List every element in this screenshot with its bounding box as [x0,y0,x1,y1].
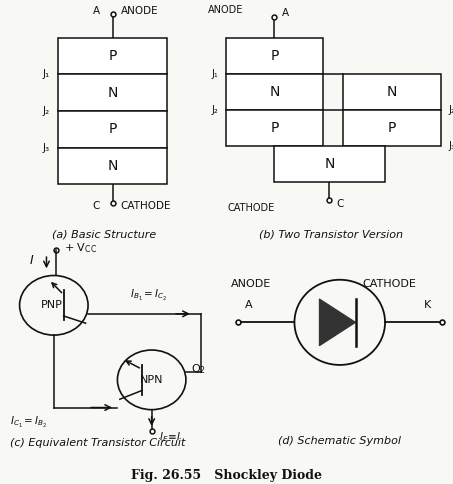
Text: CATHODE: CATHODE [228,203,275,213]
Text: N: N [387,85,397,99]
Text: NPN: NPN [140,375,164,385]
Text: ANODE: ANODE [231,279,271,289]
Text: I: I [30,254,34,267]
Text: A: A [282,8,289,18]
Text: J₂: J₂ [43,106,50,116]
Bar [226,38,323,74]
Text: J₁: J₁ [212,69,218,78]
Text: $I_E\!\equiv\! I$: $I_E\!\equiv\! I$ [159,430,181,444]
Text: CATHODE: CATHODE [121,201,171,212]
Text: P: P [270,48,279,62]
Text: K: K [424,300,431,310]
Text: N: N [107,86,118,100]
Text: A: A [93,6,100,16]
Text: (b) Two Transistor Version: (b) Two Transistor Version [259,230,403,240]
Text: (a) Basic Structure: (a) Basic Structure [52,230,156,240]
Bar [343,74,441,109]
Text: Fig. 26.55   Shockley Diode: Fig. 26.55 Shockley Diode [131,469,322,482]
Text: (d) Schematic Symbol: (d) Schematic Symbol [278,436,401,446]
Text: + V$_{\rm CC}$: + V$_{\rm CC}$ [63,241,96,255]
Text: N: N [269,85,280,99]
Text: C: C [337,198,344,209]
Bar [58,111,167,148]
Text: P: P [270,121,279,135]
Text: (c) Equivalent Transistor Circuit: (c) Equivalent Transistor Circuit [10,438,186,448]
Bar [58,38,167,74]
Text: PNP: PNP [40,300,63,310]
Text: A: A [245,300,252,310]
Text: J₂: J₂ [212,105,218,115]
Bar [343,109,441,146]
Text: P: P [108,49,117,63]
Text: C: C [93,201,100,212]
Text: N: N [107,159,118,173]
Text: CATHODE: CATHODE [362,279,416,289]
Text: J₁: J₁ [43,69,50,79]
Bar [226,74,323,109]
Polygon shape [319,299,356,346]
Bar [58,74,167,111]
Text: P: P [108,122,117,136]
Text: J₃: J₃ [448,140,453,151]
Text: ANODE: ANODE [208,5,244,15]
Text: J₃: J₃ [43,143,50,152]
Text: ANODE: ANODE [121,6,159,16]
Text: $I_{C_1} = I_{B_2}$: $I_{C_1} = I_{B_2}$ [10,415,47,430]
Bar [58,148,167,184]
Text: $I_{B_1} = I_{C_2}$: $I_{B_1} = I_{C_2}$ [130,288,167,303]
Text: Q$_2$: Q$_2$ [191,363,206,376]
Text: N: N [324,157,335,170]
Bar [275,146,385,182]
Text: P: P [388,121,396,135]
Text: J₂: J₂ [448,105,453,115]
Bar [226,109,323,146]
